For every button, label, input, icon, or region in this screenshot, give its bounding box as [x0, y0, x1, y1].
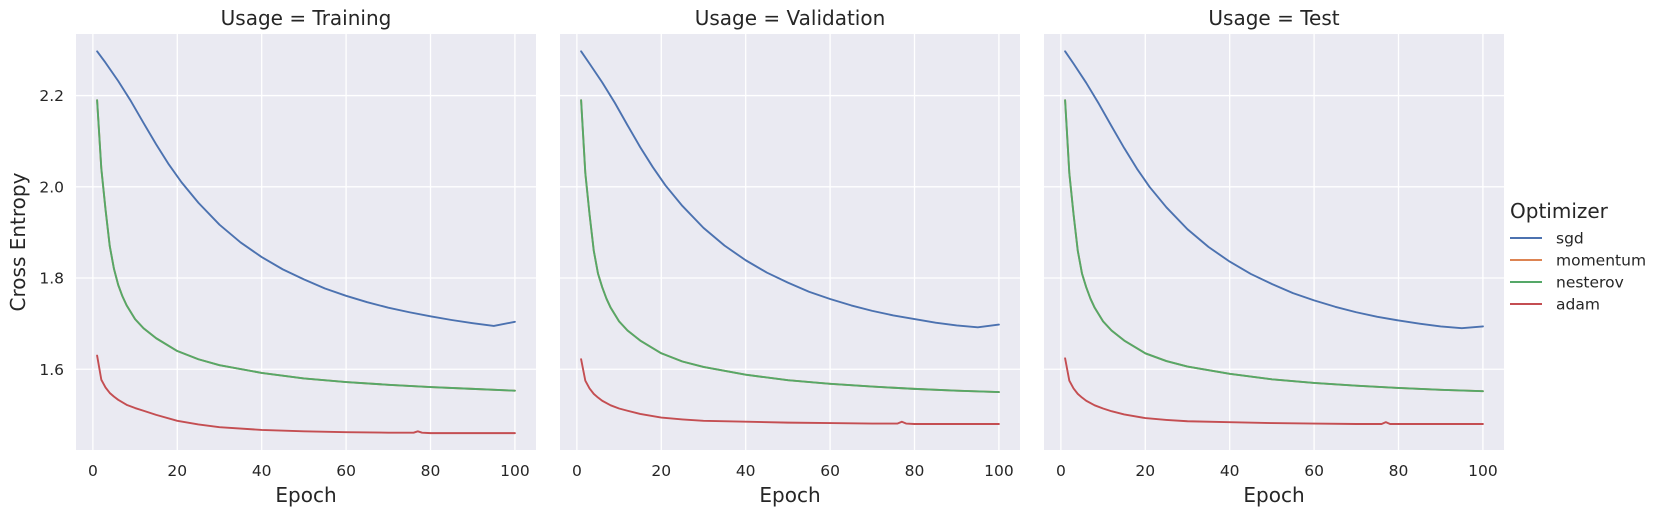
y-tick-label: 2.0: [39, 178, 64, 196]
panel-1: Usage = Training 0 20 40 60 80 100 1.6 1.8 2.0 2.2…: [39, 6, 536, 507]
x-tick-label: 0: [572, 462, 582, 480]
series-line-adam: [580, 358, 1000, 425]
x-tick-label: 60: [820, 462, 840, 480]
y-tick-label: 2.2: [39, 87, 64, 105]
y-tick-label: 1.6: [39, 361, 64, 379]
x-tick-label: 40: [736, 462, 756, 480]
x-tick-label: 80: [905, 462, 925, 480]
panel-background: [1044, 34, 1504, 450]
series-line-nesterov: [1064, 99, 1484, 393]
y-tick-label: 1.8: [39, 270, 64, 288]
series-line-nesterov: [96, 99, 516, 392]
series-line-adam: [1064, 357, 1484, 425]
x-axis-label: Epoch: [1243, 483, 1304, 507]
x-tick-label: 80: [1389, 462, 1409, 480]
x-axis-label: Epoch: [759, 483, 820, 507]
panel-background: [76, 34, 536, 450]
x-tick-label: 60: [336, 462, 356, 480]
series-line-adam: [96, 354, 516, 435]
legend-entries: sgd momentum nesterov adam: [1510, 230, 1646, 314]
series-line-sgd: [96, 50, 516, 327]
x-tick-label: 80: [421, 462, 441, 480]
x-tick-label: 100: [500, 462, 530, 480]
legend-entry-sgd: sgd: [1510, 230, 1584, 248]
series-line-sgd: [580, 50, 1000, 329]
x-tick-label: 20: [651, 462, 671, 480]
panel-title: Usage = Training: [221, 6, 392, 30]
legend-entry-momentum: momentum: [1510, 252, 1646, 270]
chart-panels: Usage = Training 0 20 40 60 80 100 1.6 1.8 2.0 2.2…: [39, 6, 1504, 507]
x-tick-label: 100: [984, 462, 1014, 480]
panel-title: Usage = Validation: [695, 6, 886, 30]
legend-label: sgd: [1556, 230, 1584, 248]
x-axis-label: Epoch: [275, 483, 336, 507]
x-tick-label: 20: [1135, 462, 1155, 480]
legend: Optimizer sgd momentum nesterov adam: [1510, 199, 1646, 314]
legend-entry-nesterov: nesterov: [1510, 274, 1624, 292]
x-tick-label: 60: [1304, 462, 1324, 480]
x-tick-label: 40: [1220, 462, 1240, 480]
legend-title: Optimizer: [1510, 199, 1609, 223]
panel-2: Usage = Validation 0 20 40 60 80 100 Epoch: [560, 6, 1020, 507]
x-tick-label: 0: [88, 462, 98, 480]
y-axis-label: Cross Entropy: [6, 172, 30, 311]
x-tick-label: 20: [167, 462, 187, 480]
panel-background: [560, 34, 1020, 450]
x-tick-label: 100: [1468, 462, 1498, 480]
legend-label: momentum: [1556, 252, 1646, 270]
series-line-nesterov: [580, 99, 1000, 394]
x-tick-label: 40: [252, 462, 272, 480]
panel-title: Usage = Test: [1208, 6, 1339, 30]
series-line-sgd: [1064, 50, 1484, 330]
panel-3: Usage = Test 0 20 40 60 80 100 Epoch: [1044, 6, 1504, 507]
legend-label: adam: [1556, 296, 1600, 314]
legend-entry-adam: adam: [1510, 296, 1600, 314]
legend-label: nesterov: [1556, 274, 1624, 292]
x-tick-label: 0: [1056, 462, 1066, 480]
